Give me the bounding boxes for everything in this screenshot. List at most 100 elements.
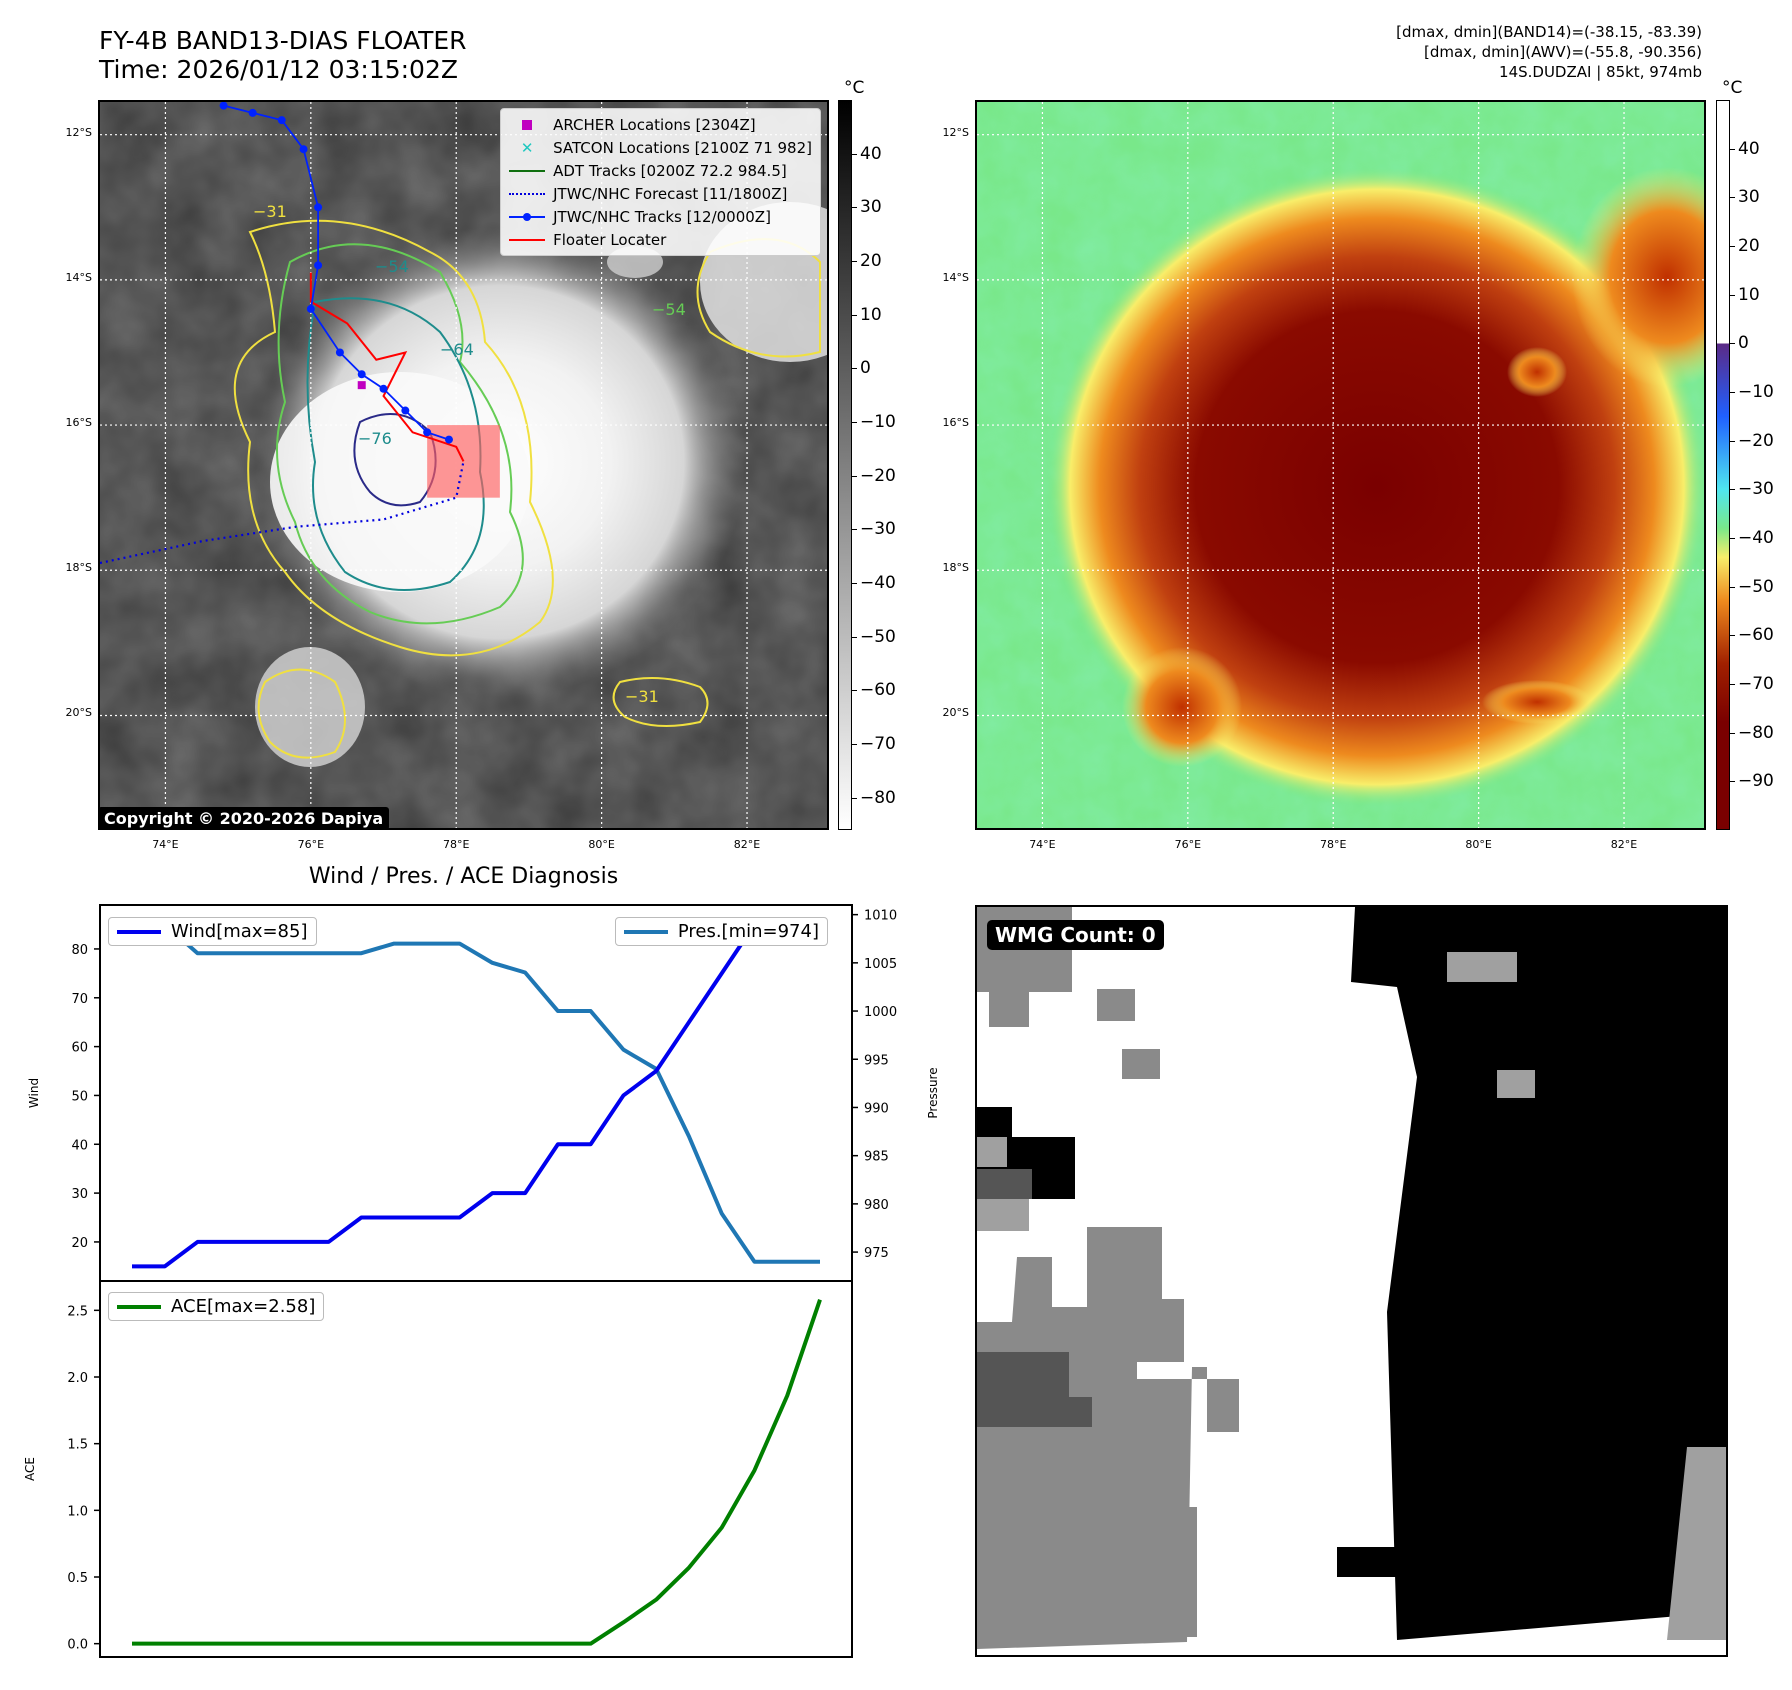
archer-marker xyxy=(357,381,366,390)
pressure-axis-tick-label: 990 xyxy=(864,1101,889,1116)
dias-colorbar-tick-label: −20 xyxy=(1738,430,1774,451)
ir-colorbar-tick-mark xyxy=(852,261,857,263)
dias-colorbar-tick-label: 10 xyxy=(1738,284,1760,305)
wind-axis-tick-label: 70 xyxy=(71,992,88,1007)
dias-colorbar-tick-label: −30 xyxy=(1738,479,1774,500)
lon-tick-label: 82°E xyxy=(733,838,761,851)
legend-archer-marker xyxy=(509,118,545,132)
contour-minus31 xyxy=(233,219,554,657)
wind-axis-tick-label: 40 xyxy=(71,1138,88,1153)
ir-colorbar-tick-mark xyxy=(852,368,857,370)
pressure-line xyxy=(132,922,820,1264)
ir-colorbar-tick-label: 10 xyxy=(860,304,882,325)
lat-tick-label: 14°S xyxy=(65,270,92,284)
wmg-gray-mid xyxy=(977,1427,1172,1537)
wmg-black-s xyxy=(1337,1547,1397,1577)
ace-axis-label: ACE xyxy=(23,1457,37,1481)
ace-chart-frame xyxy=(99,1280,853,1658)
ace-legend-label: ACE[max=2.58] xyxy=(171,1296,316,1317)
lat-tick-label: 12°S xyxy=(942,125,969,139)
diagnosis-charts: 20 30 40 50 60 70 80 975 980 985 990 995 1000 1005 101… xyxy=(23,904,940,1658)
legend-floater-line xyxy=(509,233,546,247)
contour-minus76 xyxy=(353,413,437,507)
wmg-dgray-w xyxy=(977,1169,1032,1199)
lon-tick-label: 74°E xyxy=(1029,838,1056,851)
ir-colorbar-tick-mark xyxy=(852,207,857,209)
jtwc-track-point xyxy=(314,203,323,212)
wmg-black-region xyxy=(1351,907,1726,1640)
ir-colorbar-tick-mark xyxy=(852,690,857,692)
contour-label-76: −76 xyxy=(358,429,392,448)
dias-colorbar-tick-mark xyxy=(1730,684,1735,685)
legend-jtwc-forecast-line xyxy=(509,187,546,201)
dias-colorbar-tick-label: 0 xyxy=(1738,333,1749,354)
wmg-gray-n1 xyxy=(1097,989,1135,1021)
jtwc-track-point xyxy=(219,102,228,110)
jtwc-track-point xyxy=(335,348,344,357)
wind-legend: Wind[max=85] xyxy=(108,917,317,946)
lat-tick-label: 20°S xyxy=(942,706,969,720)
lat-tick-label: 16°S xyxy=(65,416,92,430)
contour-label-64: −64 xyxy=(440,340,474,359)
ir-colorbar-tick-label: 30 xyxy=(860,197,882,218)
dias-colorbar-tick-label: −40 xyxy=(1738,528,1774,548)
ir-colorbar-tick-mark xyxy=(852,636,857,638)
wind-legend-label: Wind[max=85] xyxy=(171,921,308,942)
legend-jtwc-tracks: JTWC/NHC Tracks [12/0000Z] xyxy=(509,205,812,228)
dias-colorbar-tick-mark xyxy=(1730,586,1735,588)
legend-adt-line xyxy=(509,164,546,178)
info-storm: 14S.DUDZAI | 85kt, 974mb xyxy=(1499,63,1702,81)
ir-colorbar-tick-mark xyxy=(852,422,857,424)
pressure-legend-label: Pres.[min=974] xyxy=(677,921,819,942)
dias-gridlines xyxy=(977,102,1704,828)
lat-tick-label: 16°S xyxy=(942,416,969,430)
wmg-gray-nw2 xyxy=(989,992,1029,1027)
wind-chart-frame xyxy=(99,904,853,1282)
wmg-lgray-se xyxy=(1667,1447,1726,1640)
dias-colorbar-tick-mark xyxy=(1730,148,1735,150)
contour-label-54: −54 xyxy=(375,257,409,276)
ir-colorbar-tick-label: −40 xyxy=(860,573,896,594)
legend-floater: Floater Locater xyxy=(509,228,812,251)
lat-tick-label: 18°S xyxy=(65,561,92,575)
dias-colorbar-tick-label: 40 xyxy=(1738,138,1760,159)
wmg-black-w1 xyxy=(977,1107,1012,1137)
wmg-panel xyxy=(975,905,1728,1657)
dias-colorbar-tick-mark xyxy=(1730,781,1735,783)
figure-title: FY-4B BAND13-DIAS FLOATER xyxy=(99,26,467,55)
ir-colorbar-unit: °C xyxy=(844,78,865,98)
wmg-gray-n2 xyxy=(1122,1049,1160,1079)
lon-tick-label: 74°E xyxy=(152,838,179,851)
ace-axis-tick-label: 2.0 xyxy=(67,1371,88,1386)
ir-cloud-sw xyxy=(255,647,365,767)
wmg-svg xyxy=(977,907,1726,1649)
ir-colorbar-tick-mark xyxy=(852,744,857,746)
lon-tick-label: 80°E xyxy=(1465,838,1492,851)
dias-colorbar-tick-label: 30 xyxy=(1738,187,1760,208)
ir-map-legend: ARCHER Locations [2304Z] ✕ SATCON Locati… xyxy=(500,108,821,256)
lon-tick-label: 82°E xyxy=(1610,838,1638,851)
contour-s-31 xyxy=(612,677,709,727)
info-awv: [dmax, dmin](AWV)=(-55.8, -90.356) xyxy=(1423,43,1702,61)
jtwc-track-point xyxy=(277,116,286,125)
pressure-axis-tick-label: 985 xyxy=(864,1150,889,1165)
wmg-lgray-w2 xyxy=(977,1199,1029,1231)
ir-colorbar-tick-label: 20 xyxy=(860,251,882,272)
legend-jtwc-tracks-line xyxy=(509,210,546,224)
dias-colorbar-tick-label: −70 xyxy=(1738,674,1774,694)
legend-archer: ARCHER Locations [2304Z] xyxy=(509,113,812,136)
wind-legend-line xyxy=(117,929,161,934)
legend-jtwc-forecast: JTWC/NHC Forecast [11/1800Z] xyxy=(509,182,812,205)
ir-colorbar-tick-mark xyxy=(852,797,857,799)
ir-colorbar-tick-label: 0 xyxy=(860,358,871,379)
ace-axis-tick-label: 0.5 xyxy=(67,1571,88,1586)
wind-axis-tick-label: 20 xyxy=(71,1236,88,1251)
dias-colorbar-tick-label: −50 xyxy=(1738,576,1774,597)
ir-colorbar-tick-label: −30 xyxy=(860,519,896,540)
wind-axis-label: Wind xyxy=(27,1078,41,1108)
lon-tick-label: 78°E xyxy=(442,838,470,851)
ir-colorbar-tick-label: −50 xyxy=(860,626,896,647)
ir-colorbar-tick-label: −10 xyxy=(860,412,896,433)
wmg-lgray-ne1 xyxy=(1447,952,1517,982)
ace-axis-tick-label: 1.0 xyxy=(67,1504,88,1519)
